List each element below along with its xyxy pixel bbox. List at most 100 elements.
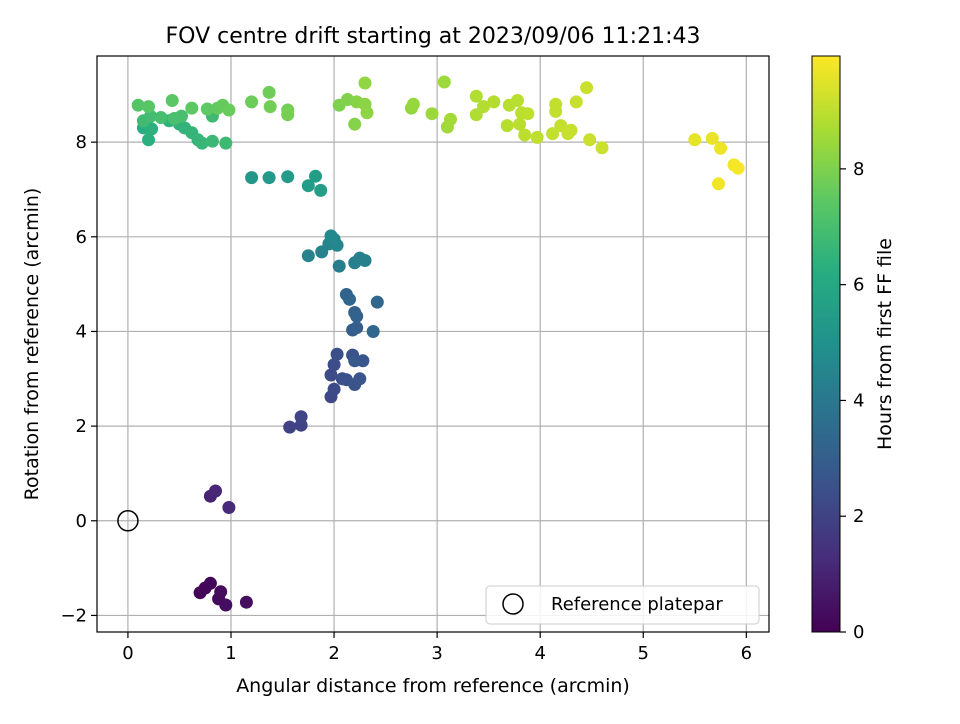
data-point	[549, 104, 563, 118]
data-point	[564, 123, 578, 137]
data-point	[209, 484, 222, 498]
data-point	[327, 358, 341, 372]
colorbar-gradient	[811, 55, 841, 633]
data-point	[327, 382, 341, 396]
data-point	[444, 112, 457, 126]
data-point	[263, 100, 277, 114]
legend-reference-marker	[502, 593, 524, 615]
data-point	[366, 325, 380, 338]
data-point	[521, 107, 535, 121]
colorbar: 0 2 4 6 8 Hours from first FF file	[811, 55, 896, 643]
data-point	[142, 133, 155, 147]
data-point	[580, 81, 594, 95]
data-point	[348, 354, 362, 368]
data-point	[195, 136, 209, 150]
data-point	[731, 161, 745, 175]
data-point	[324, 229, 338, 243]
data-point	[358, 76, 372, 90]
x-tick-label: 1	[225, 643, 236, 664]
x-tick-label: 2	[328, 643, 339, 664]
data-point	[219, 136, 233, 150]
data-point	[546, 127, 560, 141]
data-point	[239, 595, 253, 609]
data-point	[583, 133, 597, 147]
data-point	[330, 347, 344, 361]
data-point	[294, 410, 308, 424]
colorbar-tick-label: 0	[853, 622, 864, 643]
x-tick-label: 0	[122, 643, 133, 664]
data-point	[530, 130, 544, 144]
colorbar-label: Hours from first FF file	[874, 238, 896, 450]
data-point	[154, 111, 168, 124]
data-points	[131, 75, 745, 612]
data-point	[350, 309, 364, 323]
y-tick-label: 8	[76, 132, 87, 153]
data-point	[324, 368, 338, 382]
data-point	[714, 141, 728, 155]
data-point	[283, 420, 297, 434]
data-point	[222, 103, 236, 117]
reference-platepar-marker	[117, 510, 139, 532]
data-point	[353, 372, 367, 386]
data-point	[360, 106, 374, 120]
data-point	[358, 254, 372, 267]
x-axis-ticks: 0 1 2 3 4 5 6	[122, 632, 752, 664]
data-point	[705, 131, 719, 145]
colorbar-tick-label: 8	[853, 159, 864, 180]
data-point	[219, 598, 233, 612]
colorbar-tick-label: 2	[853, 506, 864, 527]
legend: Reference platepar	[485, 585, 760, 625]
colorbar-tick-label: 4	[853, 390, 864, 411]
data-point	[469, 89, 483, 103]
chart-title: FOV centre drift starting at 2023/09/06 …	[166, 24, 701, 49]
data-point	[245, 95, 259, 109]
x-axis-label: Angular distance from reference (arcmin)	[236, 675, 630, 697]
data-point	[595, 141, 609, 155]
data-point	[487, 95, 501, 109]
colorbar-ticks: 0 2 4 6 8	[840, 159, 864, 643]
data-point	[350, 321, 364, 335]
data-point	[712, 177, 725, 191]
x-tick-label: 5	[638, 643, 649, 664]
y-tick-label: 4	[76, 321, 87, 342]
plot-frame	[96, 55, 770, 633]
data-point	[165, 94, 179, 107]
data-point	[569, 95, 583, 109]
data-point	[205, 134, 219, 148]
reference-marker-layer	[117, 510, 139, 532]
data-point	[245, 171, 259, 185]
data-point	[309, 169, 322, 183]
x-tick-label: 4	[534, 643, 545, 664]
data-point	[343, 292, 356, 306]
data-point	[688, 133, 702, 147]
y-axis-ticks: −2 0 2 4 6 8	[60, 132, 97, 626]
y-tick-label: −2	[60, 605, 87, 626]
y-axis-label: Rotation from reference (arcmin)	[21, 188, 43, 501]
legend-box	[485, 585, 760, 625]
data-point	[131, 98, 145, 112]
data-point	[348, 117, 362, 131]
data-point	[513, 117, 527, 131]
data-point	[314, 183, 328, 197]
x-tick-label: 3	[431, 643, 442, 664]
legend-entry-label: Reference platepar	[551, 594, 723, 615]
data-point	[301, 249, 315, 263]
data-point	[370, 295, 384, 309]
data-point	[518, 128, 532, 142]
data-point	[262, 85, 276, 99]
colorbar-tick-label: 6	[853, 275, 864, 296]
data-point	[437, 75, 451, 89]
data-point	[185, 101, 199, 115]
data-point	[203, 576, 217, 590]
data-point	[200, 102, 214, 116]
data-point	[332, 259, 346, 273]
data-point	[425, 107, 439, 121]
data-point	[142, 100, 155, 114]
data-point	[330, 238, 344, 252]
x-tick-label: 6	[741, 643, 752, 664]
data-point	[511, 94, 524, 107]
y-tick-label: 2	[76, 416, 87, 437]
data-point	[222, 501, 236, 514]
